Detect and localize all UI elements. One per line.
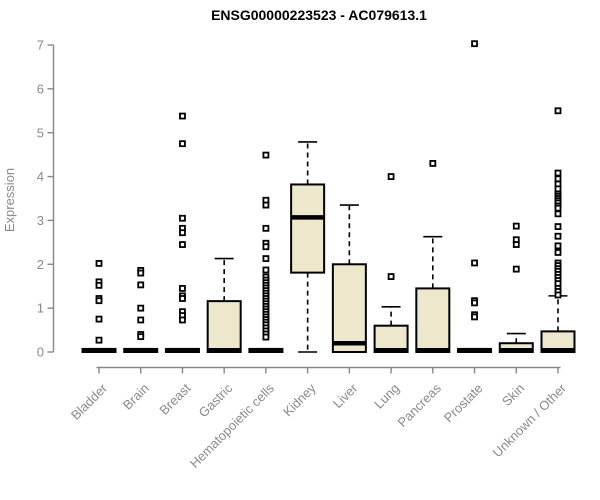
- outlier-point: [429, 160, 437, 167]
- x-tick-label: Unknown / Other: [490, 380, 570, 460]
- outlier-point: [179, 316, 186, 324]
- x-tick-label: Gastric: [196, 380, 236, 420]
- outlier-point: [262, 243, 270, 251]
- outlier-point: [179, 285, 186, 292]
- boxplot-hematopoietic-cells: [248, 151, 284, 354]
- box: [206, 300, 242, 354]
- outlier-point: [512, 222, 520, 230]
- outlier-point: [262, 224, 270, 232]
- y-tick-label: 5: [37, 125, 44, 140]
- y-tick-label: 2: [37, 257, 44, 272]
- outlier-point: [387, 273, 395, 280]
- outlier-point: [262, 266, 270, 274]
- outlier-point: [179, 229, 186, 237]
- outlier-point: [179, 214, 186, 222]
- outlier-point: [554, 169, 562, 177]
- y-axis-label: Expression: [2, 168, 17, 232]
- x-tick-label: Lung: [371, 381, 402, 412]
- outlier-point: [471, 259, 478, 267]
- outlier-point: [95, 297, 103, 305]
- chart-title: ENSG00000223523 - AC079613.1: [211, 7, 427, 23]
- outlier-point: [137, 316, 145, 324]
- outlier-point: [554, 107, 562, 115]
- outlier-point: [471, 313, 478, 321]
- y-tick-label: 7: [37, 38, 44, 53]
- outlier-point: [512, 265, 520, 273]
- outlier-point: [554, 249, 562, 256]
- x-tick-label: Bladder: [68, 380, 111, 423]
- outlier-point: [554, 223, 562, 230]
- outlier-point: [554, 232, 562, 240]
- boxplot-kidney: [290, 141, 326, 353]
- outlier-point: [262, 151, 270, 159]
- boxplot-bladder: [81, 260, 117, 354]
- outlier-point: [554, 175, 562, 183]
- outlier-point: [554, 185, 562, 193]
- boxplot-brain: [123, 267, 159, 354]
- outlier-point: [387, 173, 395, 180]
- y-tick-label: 4: [37, 169, 44, 184]
- boxplot-prostate: [457, 40, 493, 354]
- x-tick-label: Liver: [330, 380, 361, 411]
- y-tick-label: 0: [37, 345, 44, 360]
- x-tick-label: Kidney: [280, 380, 319, 419]
- outlier-point: [137, 333, 145, 341]
- outlier-point: [262, 201, 270, 209]
- x-tick-label: Brain: [120, 381, 152, 413]
- box: [290, 183, 326, 274]
- outlier-point: [554, 204, 562, 212]
- y-tick-label: 6: [37, 81, 44, 96]
- outlier-point: [512, 241, 520, 248]
- box: [415, 287, 451, 353]
- outlier-point: [95, 315, 103, 323]
- boxplot-pancreas: [415, 160, 451, 353]
- outlier-point: [179, 112, 186, 120]
- x-tick-label: Prostate: [441, 381, 486, 426]
- boxplot-breast: [164, 112, 200, 354]
- y-axis: 0 1 2 3 4 5 6 7: [37, 38, 55, 360]
- outlier-point: [179, 241, 186, 248]
- outlier-point: [95, 281, 103, 289]
- outlier-point: [262, 255, 270, 262]
- outlier-point: [471, 40, 478, 48]
- x-tick-label: Breast: [156, 380, 193, 417]
- outlier-point: [95, 260, 103, 267]
- box: [331, 263, 367, 354]
- outlier-point: [554, 210, 562, 218]
- y-tick-label: 1: [37, 301, 44, 316]
- x-tick-label: Skin: [499, 381, 527, 409]
- outlier-point: [554, 242, 562, 250]
- x-tick-label: Pancreas: [394, 380, 444, 430]
- outlier-point: [262, 333, 270, 341]
- outlier-point: [95, 336, 103, 344]
- boxplot-unknown-other: [540, 107, 576, 353]
- boxplot-skin: [498, 222, 534, 354]
- y-tick-label: 3: [37, 213, 44, 228]
- outlier-point: [554, 291, 562, 299]
- outlier-point: [137, 269, 145, 277]
- boxplot-gastric: [206, 257, 242, 354]
- outlier-point: [471, 299, 478, 307]
- outlier-point: [137, 281, 145, 289]
- outlier-point: [179, 140, 186, 148]
- boxplot-lung: [373, 173, 409, 353]
- outlier-point: [137, 304, 145, 312]
- boxplot-liver: [331, 204, 367, 354]
- outlier-point: [179, 295, 186, 302]
